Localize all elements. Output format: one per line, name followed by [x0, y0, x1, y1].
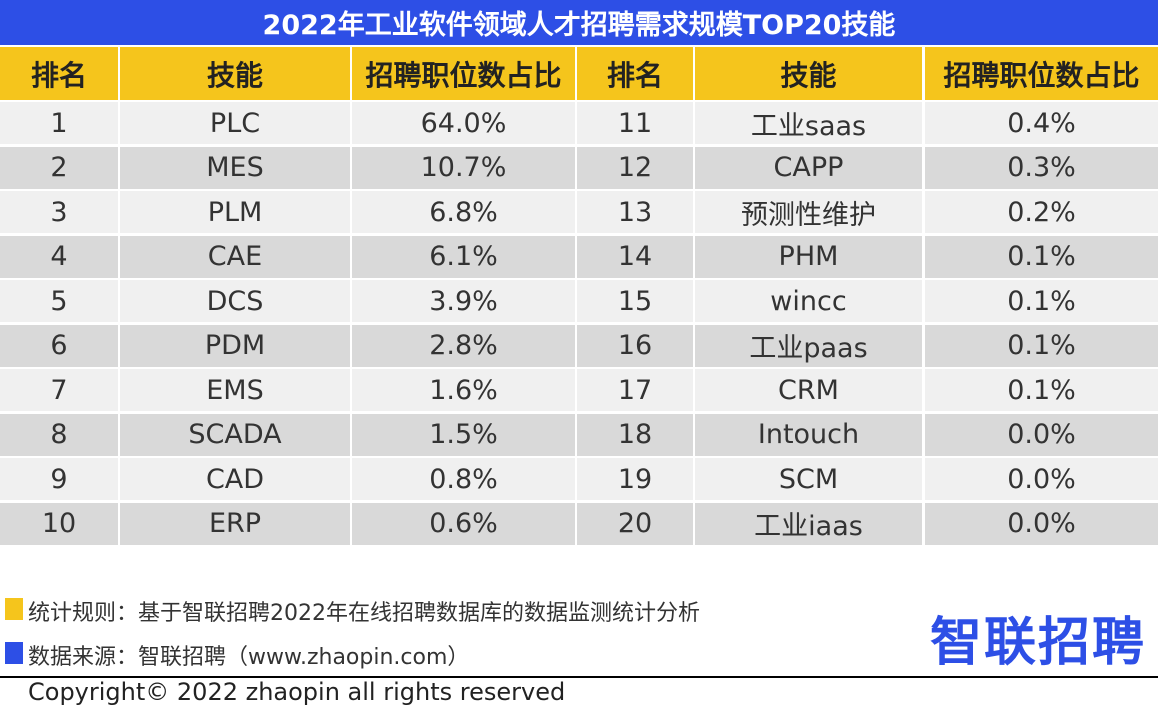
table-cell: SCM	[695, 458, 922, 500]
table-cell: 0.1%	[925, 235, 1158, 278]
table-cell: CAD	[120, 458, 350, 500]
table-cell: 0.0%	[925, 413, 1158, 456]
table-cell: 17	[577, 369, 693, 411]
note: 数据来源：智联招聘（www.zhaopin.com）	[28, 645, 470, 670]
table-cell: 10	[0, 502, 118, 545]
header-cell: 技能	[695, 47, 922, 100]
table-cell: 6	[0, 324, 118, 367]
table-cell: 7	[0, 369, 118, 411]
table-cell: 预测性维护	[695, 191, 922, 233]
header-cell: 招聘职位数占比	[352, 47, 575, 100]
table-cell: 1	[0, 102, 118, 144]
table-cell: Intouch	[695, 413, 922, 456]
table-cell: 2	[0, 146, 118, 189]
header-cell: 排名	[0, 47, 118, 100]
table-cell: 0.0%	[925, 502, 1158, 545]
table-cell: CAE	[120, 235, 350, 278]
header-cell: 招聘职位数占比	[925, 47, 1158, 100]
note: 统计规则：基于智联招聘2022年在线招聘数据库的数据监测统计分析	[28, 601, 700, 626]
table-cell: 12	[577, 146, 693, 189]
table-cell: 0.6%	[352, 502, 575, 545]
bullet	[5, 642, 23, 664]
copyright: Copyright© 2022 zhaopin all rights reser…	[28, 678, 566, 706]
table-cell: 工业iaas	[695, 502, 922, 545]
table-cell: 1.5%	[352, 413, 575, 456]
table-cell: 20	[577, 502, 693, 545]
header-cell: 排名	[577, 47, 693, 100]
table-cell: EMS	[120, 369, 350, 411]
table-cell: 0.1%	[925, 369, 1158, 411]
table-cell: PHM	[695, 235, 922, 278]
table-cell: 0.8%	[352, 458, 575, 500]
table-cell: PLC	[120, 102, 350, 144]
table-cell: CAPP	[695, 146, 922, 189]
table-cell: 9	[0, 458, 118, 500]
table-cell: SCADA	[120, 413, 350, 456]
header-cell: 技能	[120, 47, 350, 100]
title: 2022年工业软件领域人才招聘需求规模TOP20技能	[0, 0, 1158, 45]
table-cell: 6.1%	[352, 235, 575, 278]
table-cell: 19	[577, 458, 693, 500]
table-cell: 0.4%	[925, 102, 1158, 144]
table-cell: 0.2%	[925, 191, 1158, 233]
table-cell: 64.0%	[352, 102, 575, 144]
table-cell: 0.1%	[925, 280, 1158, 322]
table-cell: 10.7%	[352, 146, 575, 189]
table-cell: 0.0%	[925, 458, 1158, 500]
bullet	[5, 598, 23, 620]
table-cell: 15	[577, 280, 693, 322]
table-cell: 6.8%	[352, 191, 575, 233]
table-cell: 工业saas	[695, 102, 922, 144]
table-cell: 2.8%	[352, 324, 575, 367]
table-cell: PLM	[120, 191, 350, 233]
table-cell: wincc	[695, 280, 922, 322]
logo: 智联招聘	[930, 613, 1147, 673]
table-cell: 4	[0, 235, 118, 278]
table-cell: 16	[577, 324, 693, 367]
table-cell: 1.6%	[352, 369, 575, 411]
table-cell: 13	[577, 191, 693, 233]
table-cell: 3.9%	[352, 280, 575, 322]
table-cell: 0.1%	[925, 324, 1158, 367]
table-cell: ERP	[120, 502, 350, 545]
table-cell: 11	[577, 102, 693, 144]
table-cell: 3	[0, 191, 118, 233]
table-cell: 0.3%	[925, 146, 1158, 189]
table-cell: 工业paas	[695, 324, 922, 367]
table-cell: 18	[577, 413, 693, 456]
table-cell: PDM	[120, 324, 350, 367]
table-cell: MES	[120, 146, 350, 189]
table-cell: 8	[0, 413, 118, 456]
divider	[0, 676, 1158, 678]
table-cell: DCS	[120, 280, 350, 322]
table-cell: 14	[577, 235, 693, 278]
table-cell: CRM	[695, 369, 922, 411]
table-cell: 5	[0, 280, 118, 322]
